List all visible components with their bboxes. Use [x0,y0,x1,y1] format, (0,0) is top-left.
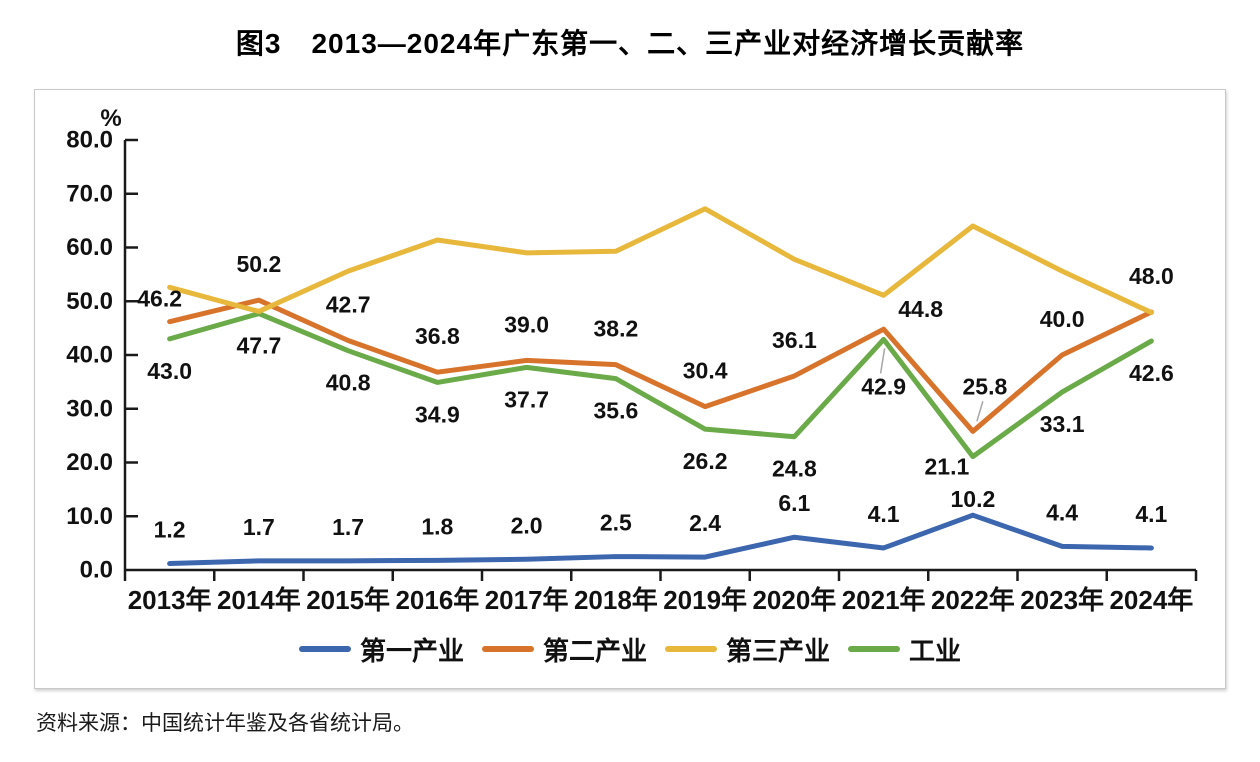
data-label-primary-industry: 1.7 [243,514,275,540]
data-label-primary-industry: 1.2 [154,517,186,543]
data-label-primary-industry: 1.7 [332,514,364,540]
y-tick-label: 0.0 [80,557,113,584]
y-tick-label: 20.0 [66,449,113,476]
data-label-industry: 34.9 [415,401,460,427]
data-label-industry: 42.6 [1129,360,1174,386]
data-label-secondary-industry: 39.0 [504,311,549,337]
legend-swatch-primary-industry [298,646,351,652]
x-tick-label: 2013年 [128,585,212,615]
data-label-primary-industry: 10.2 [950,486,995,512]
data-label-secondary-industry: 38.2 [593,316,638,342]
data-label-industry: 26.2 [683,448,728,474]
legend-label-tertiary-industry: 第三产业 [726,635,831,666]
figure-title-text: 2013—2024年广东第一、二、三产业对经济增长贡献率 [311,28,1025,59]
data-label-industry: 21.1 [924,454,969,480]
data-label-secondary-industry: 36.8 [415,323,460,349]
chart-panel: 0.0 10.0 20.0 30.0 40.0 50.0 60.0 70.0 80.0% 2013… [34,89,1226,689]
y-axis-unit-label: % [100,105,121,132]
source-note: 资料来源：中国统计年鉴及各省统计局。 [36,711,414,735]
data-label-secondary-industry: 40.0 [1040,306,1085,332]
x-tick-label: 2014年 [217,585,301,615]
data-label-secondary-industry: 36.1 [772,327,817,353]
legend-item-industry: 工业 [848,631,961,668]
data-label-primary-industry: 6.1 [778,490,810,516]
legend-label-industry: 工业 [909,635,962,666]
legend-item-primary-industry: 第一产业 [298,631,464,668]
data-label-primary-industry: 2.0 [511,512,543,538]
data-label-industry: 24.8 [772,456,817,482]
data-label-primary-industry: 4.4 [1046,499,1078,525]
label-leader-line [879,348,886,374]
x-tick-label: 2021年 [842,585,926,615]
y-tick-label: 40.0 [66,342,113,369]
data-label-secondary-industry: 30.4 [683,358,728,384]
data-label-industry: 35.6 [593,398,638,424]
data-label-industry: 40.8 [326,370,371,396]
x-tick-label: 2019年 [663,585,747,615]
y-tick-label: 50.0 [66,288,113,315]
x-tick-label: 2016年 [395,585,479,615]
data-label-secondary-industry: 25.8 [962,373,1007,399]
chart-legend: 第一产业 第二产业 第三产业 工业 [35,618,1225,688]
data-label-primary-industry: 2.5 [600,510,632,536]
series-line-tertiary-industry [167,206,1154,316]
data-label-primary-industry: 2.4 [689,510,721,536]
data-label-industry: 43.0 [147,358,192,384]
y-tick-label: 60.0 [66,234,113,261]
data-label-primary-industry: 4.1 [1135,501,1167,527]
x-tick-label: 2015年 [306,585,390,615]
data-label-secondary-industry: 50.2 [236,251,281,277]
legend-item-tertiary-industry: 第三产业 [665,631,830,668]
series-line-primary-industry [167,512,1154,567]
data-label-industry: 47.7 [236,333,281,359]
figure-number: 图3 [235,28,282,59]
data-label-industry: 33.1 [1040,411,1085,437]
y-tick-label: 70.0 [66,180,113,207]
data-label-primary-industry: 4.1 [868,501,900,527]
data-label-secondary-industry: 42.7 [326,291,371,317]
y-tick-label: 30.0 [66,395,113,422]
data-label-secondary-industry: 48.0 [1129,263,1174,289]
x-tick-label: 2022年 [931,585,1015,615]
series-line-secondary-industry [167,297,1154,434]
y-tick-label: 80.0 [66,127,113,154]
legend-swatch-industry [848,646,901,652]
x-tick-label: 2017年 [485,585,569,615]
figure-title: 图3 2013—2024年广东第一、二、三产业对经济增长贡献率 [0,22,1260,62]
series-line-industry [167,311,1154,460]
legend-swatch-secondary-industry [481,646,534,652]
data-label-primary-industry: 1.8 [421,513,453,539]
legend-swatch-tertiary-industry [665,646,717,652]
y-tick-label: 10.0 [66,503,113,530]
data-label-industry: 42.9 [861,373,906,399]
x-tick-label: 2018年 [574,585,658,615]
legend-label-secondary-industry: 第二产业 [542,635,647,666]
x-tick-label: 2020年 [752,585,836,615]
legend-label-primary-industry: 第一产业 [359,635,464,666]
x-tick-label: 2024年 [1109,585,1193,615]
data-label-secondary-industry: 46.2 [137,286,182,312]
legend-item-secondary-industry: 第二产业 [481,631,647,668]
data-label-industry: 37.7 [504,386,549,412]
line-chart: 0.0 10.0 20.0 30.0 40.0 50.0 60.0 70.0 80.0% 2013… [66,105,1198,615]
data-label-secondary-industry: 44.8 [898,296,943,322]
x-tick-label: 2023年 [1020,585,1104,615]
label-leader-line [976,401,984,422]
